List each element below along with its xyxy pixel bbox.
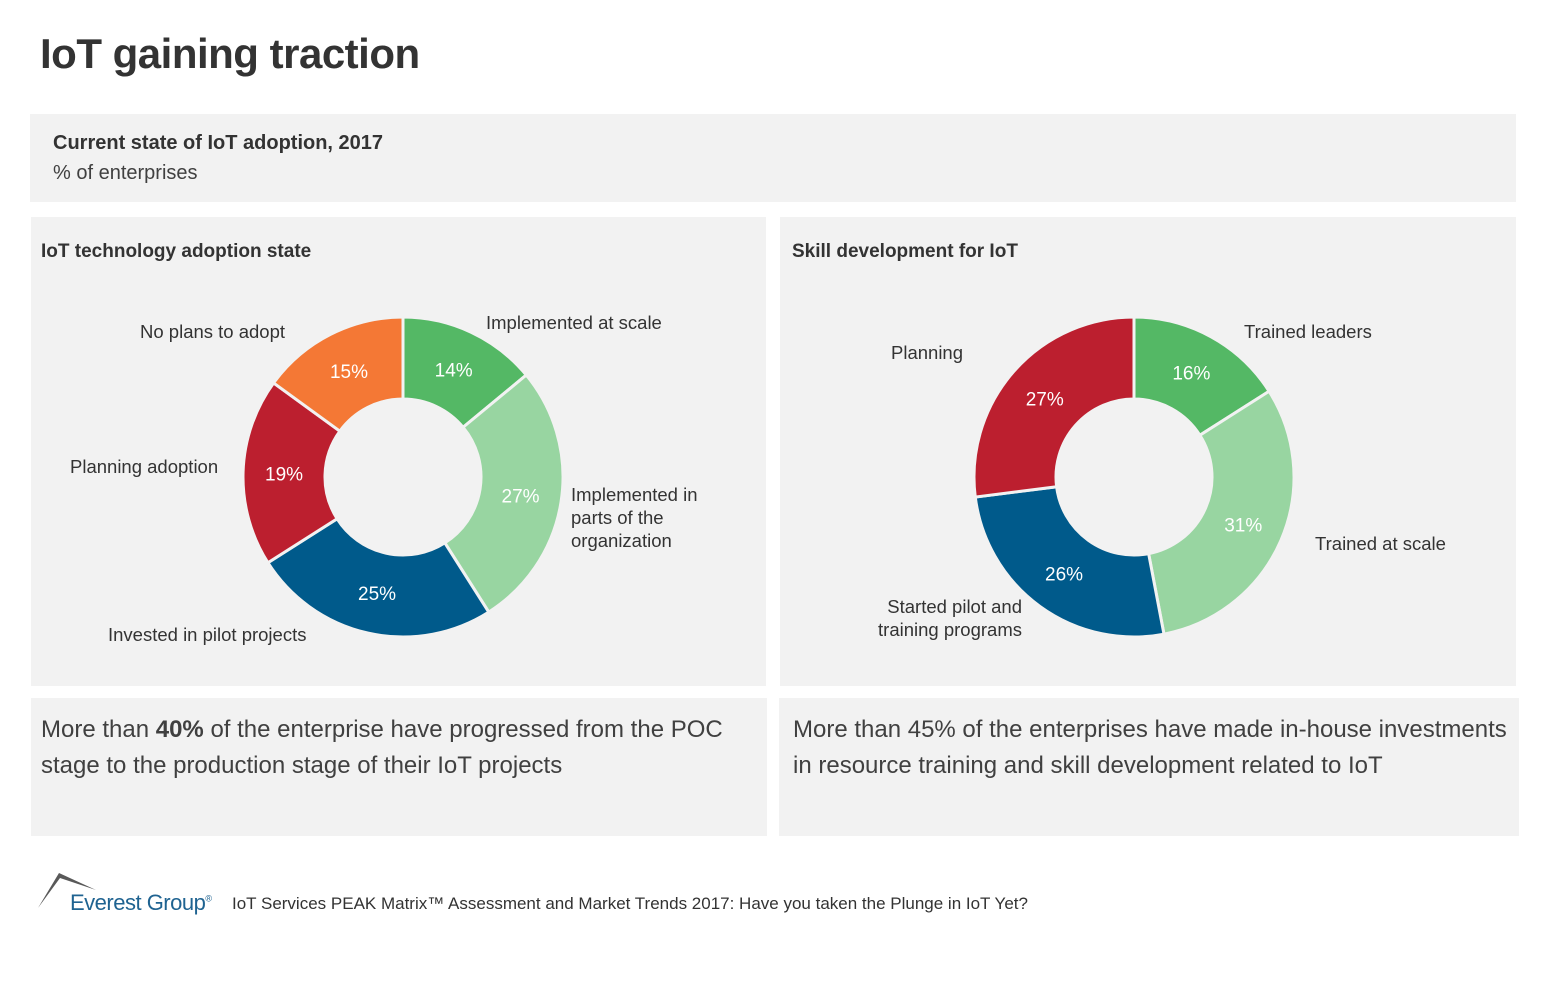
data-label: 14% — [435, 360, 473, 381]
data-label: 19% — [265, 464, 303, 485]
donut-slice — [442, 372, 565, 615]
insight-note-right: More than 45% of the enterprises have ma… — [779, 698, 1519, 836]
donut-slice — [265, 516, 491, 639]
note-text: of the enterprise have progressed from t… — [41, 716, 723, 779]
slice-label: Implemented in parts of the organization — [571, 484, 698, 551]
data-label: 31% — [1224, 515, 1262, 536]
slice-label: Trained at scale — [1315, 533, 1446, 554]
donut-slice — [241, 380, 342, 565]
donut-slice — [1146, 389, 1296, 636]
source-citation: IoT Services PEAK Matrix™ Assessment and… — [232, 894, 1028, 913]
registered-mark: ® — [205, 893, 212, 904]
section-title: Current state of IoT adoption, 2017 — [53, 132, 384, 154]
insight-note-left: More than 40% of the enterprise have pro… — [31, 698, 767, 836]
slice-label: No plans to adopt — [140, 321, 286, 342]
everest-group-logo: Everest Group® — [70, 890, 212, 916]
note-highlight: 40% — [155, 716, 204, 743]
donut-slice — [271, 315, 405, 434]
slice-label: Trained leaders — [1244, 321, 1372, 342]
chart-title: Skill development for IoT — [792, 241, 1018, 262]
logo-text: Everest Group — [70, 890, 206, 915]
slice-label: Planning adoption — [70, 456, 219, 477]
data-label: 27% — [502, 487, 540, 508]
slice-label: Planning — [891, 342, 964, 363]
data-label: 27% — [1026, 389, 1064, 410]
everest-logo-mountain-icon — [38, 873, 96, 908]
note-text: More than — [41, 716, 156, 743]
data-label: 16% — [1172, 364, 1210, 385]
slice-label: Started pilot and training programs — [878, 596, 1022, 640]
slice-label: Implemented at scale — [486, 312, 662, 333]
donut-slice — [1132, 315, 1272, 438]
chart-header-panel: Current state of IoT adoption, 2017 % of… — [30, 114, 1516, 202]
data-label: 15% — [330, 362, 368, 383]
section-subtitle: % of enterprises — [53, 162, 198, 184]
slice-label: Invested in pilot projects — [108, 624, 307, 645]
donut-slice — [972, 315, 1136, 499]
data-label: 26% — [1045, 564, 1083, 585]
donut-slice — [973, 485, 1166, 639]
chart-title: IoT technology adoption state — [41, 241, 312, 262]
page-title: IoT gaining traction — [40, 30, 420, 77]
data-label: 25% — [358, 584, 396, 605]
